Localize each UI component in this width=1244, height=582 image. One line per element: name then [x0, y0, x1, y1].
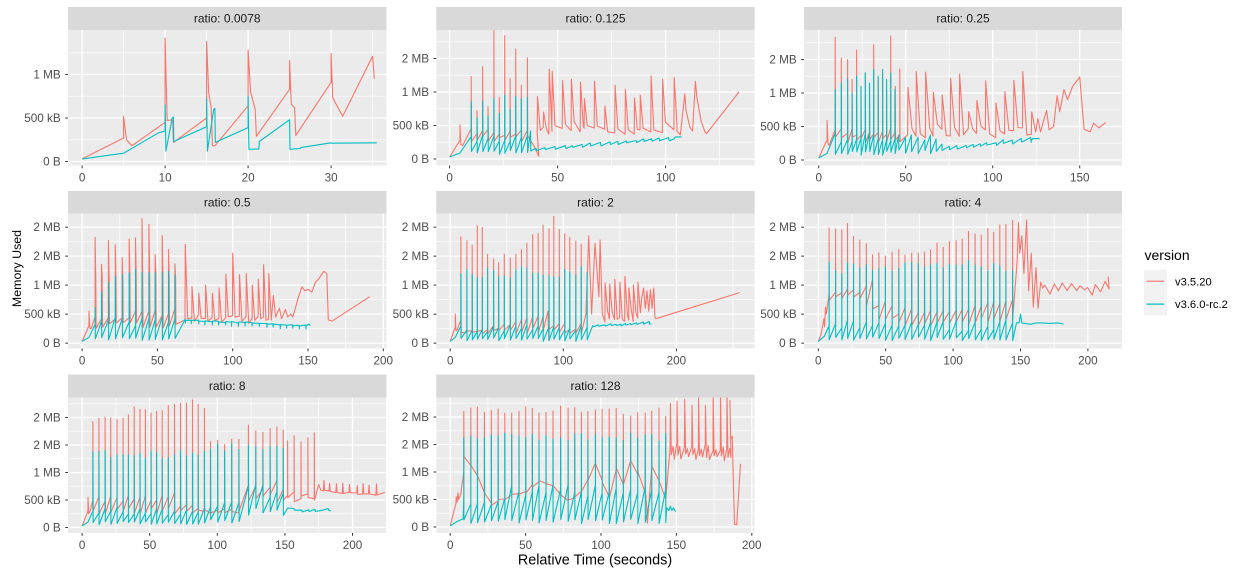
- svg-text:ratio: 4: ratio: 4: [945, 195, 982, 209]
- svg-text:500 kB: 500 kB: [393, 308, 430, 321]
- svg-text:0: 0: [447, 539, 454, 552]
- svg-text:ratio: 2: ratio: 2: [577, 195, 614, 209]
- svg-text:150: 150: [667, 539, 687, 552]
- svg-text:Memory Used: Memory Used: [10, 230, 24, 307]
- svg-text:1 MB: 1 MB: [402, 466, 429, 479]
- svg-text:500 kB: 500 kB: [760, 121, 797, 134]
- svg-text:500 kB: 500 kB: [760, 308, 797, 321]
- svg-text:0: 0: [815, 355, 822, 368]
- svg-text:ratio: 0.25: ratio: 0.25: [936, 12, 990, 26]
- svg-text:150: 150: [298, 355, 318, 368]
- svg-text:1 MB: 1 MB: [33, 467, 60, 480]
- svg-text:100: 100: [223, 355, 243, 368]
- svg-text:200: 200: [667, 355, 687, 368]
- svg-text:1 MB: 1 MB: [33, 69, 60, 82]
- svg-text:500 kB: 500 kB: [393, 494, 430, 507]
- svg-text:0: 0: [79, 539, 86, 552]
- svg-text:2 MB: 2 MB: [402, 411, 429, 424]
- svg-text:version: version: [1145, 247, 1190, 263]
- svg-text:1 MB: 1 MB: [769, 279, 796, 292]
- svg-text:2 MB: 2 MB: [33, 250, 60, 263]
- svg-text:v3.5.20: v3.5.20: [1175, 276, 1212, 288]
- svg-text:100: 100: [983, 172, 1003, 185]
- svg-text:2 MB: 2 MB: [402, 250, 429, 263]
- svg-text:2 MB: 2 MB: [402, 221, 429, 234]
- svg-text:ratio: 8: ratio: 8: [209, 379, 246, 393]
- svg-text:0 B: 0 B: [43, 337, 61, 350]
- svg-text:1 MB: 1 MB: [33, 279, 60, 292]
- svg-text:100: 100: [943, 355, 963, 368]
- svg-text:1 MB: 1 MB: [402, 279, 429, 292]
- svg-text:200: 200: [374, 355, 394, 368]
- svg-text:2 MB: 2 MB: [769, 54, 796, 67]
- svg-text:ratio: 128: ratio: 128: [570, 379, 620, 393]
- svg-text:ratio: 0.125: ratio: 0.125: [565, 12, 625, 26]
- svg-text:50: 50: [899, 172, 913, 185]
- svg-text:150: 150: [275, 539, 295, 552]
- svg-text:50: 50: [519, 539, 533, 552]
- svg-text:0: 0: [79, 355, 86, 368]
- svg-text:0: 0: [815, 172, 822, 185]
- svg-text:2 MB: 2 MB: [769, 250, 796, 263]
- svg-text:100: 100: [591, 539, 611, 552]
- svg-text:2 MB: 2 MB: [33, 221, 60, 234]
- svg-text:50: 50: [151, 355, 165, 368]
- svg-text:0 B: 0 B: [43, 156, 61, 169]
- svg-text:0 B: 0 B: [411, 153, 429, 166]
- svg-text:0: 0: [446, 172, 453, 185]
- svg-text:ratio: 0.5: ratio: 0.5: [204, 195, 251, 209]
- svg-text:30: 30: [325, 172, 339, 185]
- svg-text:2 MB: 2 MB: [402, 53, 429, 66]
- svg-text:2 MB: 2 MB: [33, 412, 60, 425]
- svg-text:0 B: 0 B: [411, 337, 429, 350]
- svg-text:50: 50: [143, 539, 157, 552]
- svg-text:ratio: 0.0078: ratio: 0.0078: [194, 12, 261, 26]
- svg-text:100: 100: [554, 355, 574, 368]
- svg-text:2 MB: 2 MB: [33, 439, 60, 452]
- svg-text:v3.6.0-rc.2: v3.6.0-rc.2: [1175, 299, 1228, 311]
- svg-text:10: 10: [159, 172, 173, 185]
- svg-text:Relative Time (seconds): Relative Time (seconds): [518, 553, 672, 569]
- svg-text:50: 50: [879, 355, 893, 368]
- svg-text:0 B: 0 B: [411, 521, 429, 534]
- svg-text:200: 200: [1078, 355, 1098, 368]
- svg-text:500 kB: 500 kB: [24, 308, 61, 321]
- svg-text:200: 200: [343, 539, 363, 552]
- svg-text:0 B: 0 B: [43, 522, 61, 535]
- svg-text:500 kB: 500 kB: [393, 120, 430, 133]
- svg-text:1 MB: 1 MB: [402, 86, 429, 99]
- svg-text:100: 100: [208, 539, 228, 552]
- svg-text:2 MB: 2 MB: [769, 221, 796, 234]
- svg-text:1 MB: 1 MB: [769, 87, 796, 100]
- svg-text:100: 100: [656, 172, 676, 185]
- svg-text:2 MB: 2 MB: [402, 439, 429, 452]
- svg-text:0: 0: [79, 172, 86, 185]
- svg-text:500 kB: 500 kB: [24, 112, 61, 125]
- svg-text:50: 50: [551, 172, 565, 185]
- svg-text:0 B: 0 B: [779, 337, 797, 350]
- svg-text:500 kB: 500 kB: [24, 494, 61, 507]
- svg-text:150: 150: [1011, 355, 1031, 368]
- svg-text:0 B: 0 B: [779, 154, 797, 167]
- svg-text:200: 200: [742, 539, 762, 552]
- svg-text:0: 0: [447, 355, 454, 368]
- svg-text:150: 150: [1070, 172, 1090, 185]
- svg-text:20: 20: [242, 172, 256, 185]
